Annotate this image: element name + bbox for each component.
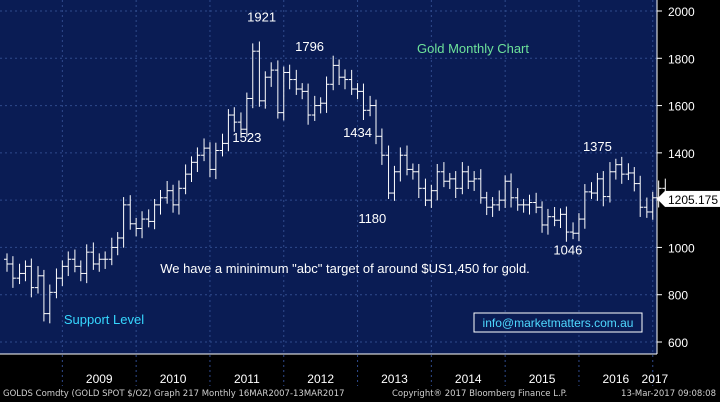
- email-box: [473, 312, 643, 333]
- plot-background: [0, 0, 657, 354]
- y-tick-label: 1800: [668, 52, 695, 66]
- target-note: We have a mininimum "abc" target of arou…: [160, 261, 530, 276]
- axes: 6008001000120014001600180020002009201020…: [0, 0, 720, 386]
- last-price-pointer: [657, 190, 665, 207]
- x-year-label: 2011: [234, 372, 260, 386]
- price-annotation: 1796: [295, 39, 324, 54]
- price-annotation: 1180: [358, 211, 386, 226]
- y-tick-label: 1600: [668, 100, 695, 114]
- y-tick-label: 800: [668, 289, 688, 303]
- price-annotation: 1921: [247, 10, 276, 25]
- price-annotation: 1375: [583, 139, 612, 154]
- gold-monthly-chart: 6008001000120014001600180020002009201020…: [0, 0, 720, 386]
- y-tick-label: 2000: [668, 5, 695, 19]
- last-price-label: 1205.175: [668, 193, 718, 207]
- email-link[interactable]: info@marketmatters.com.au: [483, 316, 634, 330]
- x-year-label: 2014: [455, 372, 482, 386]
- price-annotation: 1523: [232, 130, 261, 145]
- footer-timestamp: 13-Mar-2017 09:08:08: [621, 389, 716, 399]
- last-price-tag: [665, 190, 720, 207]
- price-bars: [4, 41, 669, 324]
- y-tick-label: 1000: [668, 241, 695, 255]
- annotations: Gold Monthly Chart We have a mininimum "…: [64, 10, 643, 333]
- support-level-label: Support Level: [64, 312, 144, 327]
- footer-bar: GOLDS Comdty (GOLD SPOT $/OZ) Graph 217 …: [0, 386, 720, 402]
- x-year-label: 2012: [307, 372, 334, 386]
- x-year-label: 2016: [602, 372, 629, 386]
- x-year-label: 2017: [642, 372, 669, 386]
- y-tick-label: 1400: [668, 147, 695, 161]
- chart-title: Gold Monthly Chart: [417, 41, 529, 56]
- price-annotation: 1046: [553, 243, 582, 258]
- footer-copyright: Copyright® 2017 Bloomberg Finance L.P.: [392, 389, 568, 399]
- footer-security-info: GOLDS Comdty (GOLD SPOT $/OZ) Graph 217 …: [3, 389, 345, 399]
- x-year-label: 2013: [381, 372, 408, 386]
- x-year-label: 2009: [86, 372, 113, 386]
- price-annotation: 1434: [343, 125, 372, 140]
- x-year-label: 2010: [160, 372, 187, 386]
- y-tick-label: 600: [668, 336, 688, 350]
- x-year-label: 2015: [529, 372, 556, 386]
